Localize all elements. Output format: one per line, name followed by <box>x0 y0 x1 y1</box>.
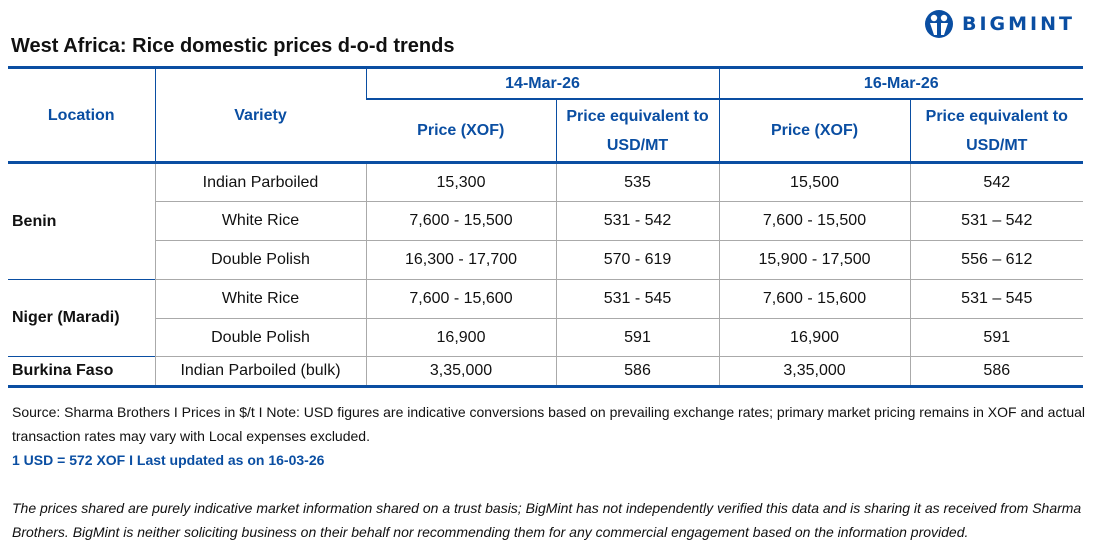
price-usd-cell: 531 - 545 <box>555 279 720 319</box>
price-usd-cell: 542 <box>909 162 1084 202</box>
table-row: Burkina Faso Indian Parboiled (bulk) 3,35,… <box>8 356 1084 388</box>
price-xof-cell: 15,500 <box>718 162 911 202</box>
source-note: Source: Sharma Brothers I Prices in $/t … <box>12 404 1086 444</box>
exchange-rate-note: 1 USD = 572 XOF I Last updated as on 16-… <box>12 452 325 468</box>
variety-cell: White Rice <box>154 279 366 319</box>
price-xof-cell: 7,600 - 15,500 <box>365 201 556 241</box>
price-xof-cell: 16,300 - 17,700 <box>365 240 556 280</box>
table-row: Benin Indian Parboiled 15,300 535 15,500 542 <box>8 162 1084 230</box>
price-usd-cell: 586 <box>909 356 1084 388</box>
header-price-xof-1: Price (XOF) <box>366 98 556 164</box>
header-price-usd-1: Price equivalent to USD/MT <box>555 98 720 164</box>
price-xof-cell: 7,600 - 15,600 <box>718 279 911 319</box>
page-title: West Africa: Rice domestic prices d-o-d … <box>11 35 455 57</box>
price-xof-cell: 7,600 - 15,500 <box>718 201 911 241</box>
header-price-xof-2: Price (XOF) <box>718 98 911 164</box>
price-usd-cell: 556 – 612 <box>909 240 1084 280</box>
price-xof-cell: 16,900 <box>718 318 911 357</box>
variety-cell: White Rice <box>154 201 366 241</box>
bigmint-logo-icon <box>925 10 953 38</box>
location-cell: Benin <box>12 212 57 230</box>
header-location: Location <box>8 66 155 164</box>
variety-cell: Double Polish <box>154 318 366 357</box>
variety-cell: Indian Parboiled (bulk) <box>154 356 366 388</box>
header-date-1: 14-Mar-26 <box>365 66 720 99</box>
price-xof-cell: 7,600 - 15,600 <box>365 279 556 319</box>
price-xof-cell: 15,900 - 17,500 <box>718 240 911 280</box>
location-cell: Burkina Faso <box>8 356 155 388</box>
price-usd-cell: 586 <box>555 356 720 388</box>
variety-cell: Double Polish <box>154 240 366 280</box>
price-usd-cell: 570 - 619 <box>555 240 720 280</box>
price-usd-cell: 531 – 545 <box>909 279 1084 319</box>
brand-name: BIGMINT <box>962 13 1075 35</box>
header-date-2: 16-Mar-26 <box>718 66 1084 99</box>
price-xof-cell: 16,900 <box>365 318 556 357</box>
table-row: Double Polish 16,900 591 16,900 591 <box>8 318 1084 357</box>
price-usd-cell: 531 – 542 <box>909 201 1084 241</box>
variety-cell: Indian Parboiled <box>154 162 366 202</box>
header-variety: Variety <box>154 66 366 164</box>
table-row: White Rice 7,600 - 15,500 531 - 542 7,600 -… <box>8 201 1084 241</box>
bigmint-logo: BIGMINT <box>924 9 1075 39</box>
price-xof-cell: 3,35,000 <box>718 356 911 388</box>
notes: Source: Sharma Brothers I Prices in $/t … <box>12 400 1092 472</box>
price-usd-cell: 591 <box>909 318 1084 357</box>
table-row: Double Polish 16,300 - 17,700 570 - 619 15,… <box>8 240 1084 280</box>
table-row: Niger (Maradi) White Rice 7,600 - 15,600 53… <box>8 279 1084 357</box>
price-usd-cell: 535 <box>555 162 720 202</box>
disclaimer: The prices shared are purely indicative … <box>12 500 1082 540</box>
header-price-usd-2: Price equivalent to USD/MT <box>909 98 1084 164</box>
location-cell: Niger (Maradi) <box>8 279 155 357</box>
price-xof-cell: 15,300 <box>365 162 556 202</box>
price-xof-cell: 3,35,000 <box>365 356 556 388</box>
price-table: Location Variety 14-Mar-26 16-Mar-26 Pri… <box>8 66 1084 388</box>
price-usd-cell: 591 <box>555 318 720 357</box>
price-usd-cell: 531 - 542 <box>555 201 720 241</box>
